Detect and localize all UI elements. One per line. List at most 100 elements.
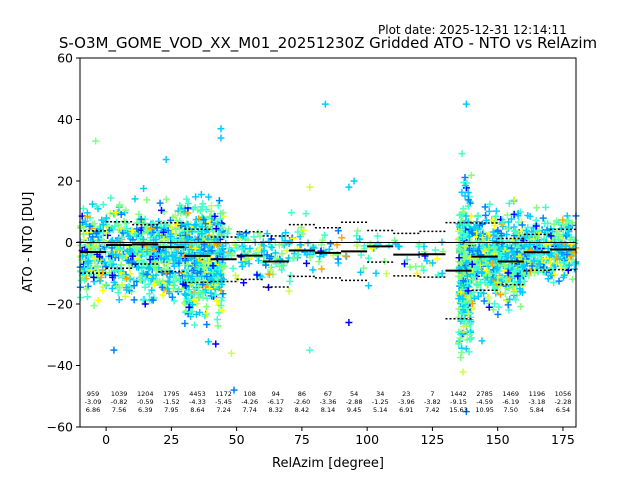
data-point xyxy=(212,340,220,348)
data-point xyxy=(83,293,91,301)
data-point xyxy=(144,272,152,280)
data-point xyxy=(83,209,91,217)
data-point xyxy=(392,240,400,248)
data-point xyxy=(325,245,333,253)
data-point xyxy=(470,293,478,301)
data-point xyxy=(496,291,504,299)
data-point xyxy=(533,227,541,235)
data-point xyxy=(318,265,326,273)
data-point xyxy=(256,232,264,240)
data-point xyxy=(564,223,572,231)
data-point xyxy=(97,273,105,281)
bin-std-label: 8.32 xyxy=(269,406,283,414)
data-point xyxy=(253,271,261,279)
data-point xyxy=(309,266,317,274)
data-point xyxy=(334,227,342,235)
data-point xyxy=(286,237,294,245)
data-point xyxy=(108,271,116,279)
bin-mean-label: -3.82 xyxy=(424,398,441,406)
data-point xyxy=(191,321,199,329)
data-point xyxy=(128,226,136,234)
data-point xyxy=(165,231,173,239)
bin-std-label: 6.39 xyxy=(138,406,152,414)
data-point xyxy=(176,217,184,225)
data-point xyxy=(164,285,172,293)
data-point xyxy=(429,259,437,267)
data-point xyxy=(266,266,274,274)
data-point xyxy=(256,272,264,280)
data-point xyxy=(555,218,563,226)
data-point xyxy=(480,229,488,237)
data-point xyxy=(214,322,222,330)
data-point xyxy=(192,216,200,224)
bin-std-label: 5.14 xyxy=(373,406,387,414)
data-point xyxy=(503,225,511,233)
data-point xyxy=(192,193,200,201)
plot-date: Plot date: 2025-12-31 12:14:11 xyxy=(378,23,567,37)
data-point xyxy=(401,260,409,268)
data-point xyxy=(199,200,207,208)
bin-mean-label: -9.15 xyxy=(450,398,467,406)
data-point xyxy=(220,262,228,270)
data-point xyxy=(200,263,208,271)
data-point xyxy=(205,267,213,275)
data-point xyxy=(162,195,170,203)
data-point xyxy=(142,247,150,255)
data-point xyxy=(511,239,519,247)
data-point xyxy=(455,313,463,321)
data-point xyxy=(534,268,542,276)
data-point xyxy=(503,211,511,219)
data-point xyxy=(372,269,380,277)
data-point xyxy=(254,257,262,265)
data-point xyxy=(88,200,96,208)
data-point xyxy=(459,295,467,303)
data-point xyxy=(150,252,158,260)
data-point xyxy=(99,201,107,209)
data-point xyxy=(567,240,575,248)
data-point xyxy=(139,296,147,304)
data-point xyxy=(458,348,466,356)
data-point xyxy=(265,237,273,245)
data-point xyxy=(482,216,490,224)
data-point xyxy=(321,100,329,108)
data-point xyxy=(148,286,156,294)
data-point xyxy=(216,215,224,223)
data-point xyxy=(106,258,114,266)
data-point xyxy=(489,306,497,314)
data-point xyxy=(102,229,110,237)
data-point xyxy=(239,232,247,240)
data-point xyxy=(299,230,307,238)
data-point xyxy=(245,260,253,268)
data-point xyxy=(459,277,467,285)
data-point xyxy=(523,255,530,263)
bin-count-label: 67 xyxy=(324,390,332,398)
data-point xyxy=(327,240,335,248)
data-point xyxy=(254,247,262,255)
bin-std-label: 7.24 xyxy=(216,406,230,414)
data-point xyxy=(113,282,121,290)
data-point xyxy=(123,275,131,283)
data-point xyxy=(485,293,493,301)
data-point xyxy=(133,219,141,227)
y-tick-label: −20 xyxy=(47,297,73,312)
data-point xyxy=(185,303,193,311)
data-point xyxy=(517,227,525,235)
data-point xyxy=(533,204,541,212)
data-point xyxy=(176,201,184,209)
data-point xyxy=(200,240,208,248)
bin-mean-label: -6.19 xyxy=(502,398,519,406)
data-point xyxy=(556,232,564,240)
data-point xyxy=(460,233,468,241)
data-point xyxy=(485,245,493,253)
data-point xyxy=(213,315,221,323)
data-point xyxy=(153,266,161,274)
data-point xyxy=(458,150,466,158)
bin-std-label: 9.45 xyxy=(347,406,361,414)
data-point xyxy=(211,212,219,220)
data-point xyxy=(191,221,199,229)
data-point xyxy=(518,221,526,229)
data-point xyxy=(353,242,361,250)
y-tick-label: 60 xyxy=(57,51,73,66)
data-point xyxy=(433,255,441,263)
data-point xyxy=(165,289,173,297)
